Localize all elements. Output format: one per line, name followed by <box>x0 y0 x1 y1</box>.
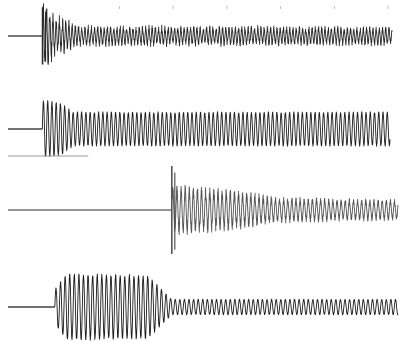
waveform-panels <box>8 3 399 341</box>
waveform-panel-1 <box>8 3 393 65</box>
waveform-panel-4 <box>8 273 399 341</box>
waveform-trace <box>41 100 391 157</box>
waveform-trace <box>171 184 399 235</box>
waveform-trace <box>54 273 399 341</box>
waveform-panel-2 <box>8 100 391 157</box>
waveform-trace <box>42 3 393 65</box>
waveform-panel-3 <box>8 166 399 254</box>
